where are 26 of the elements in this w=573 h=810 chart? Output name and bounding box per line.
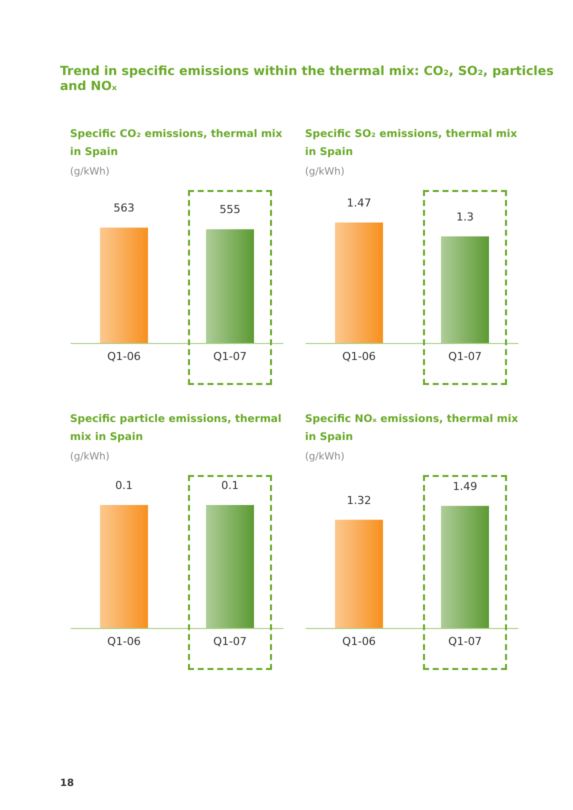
chart-title: Specific CO₂ emissions, thermal mix in Spain [70,128,286,158]
chart-subtitle: (g/kWh) [70,452,110,462]
data-label: 0.1 [115,479,133,492]
data-label: 1.32 [346,494,372,507]
data-label: 1.3 [456,210,474,224]
x-tick-label: Q1-06 [342,635,376,648]
text: Trend in specific emissions within the thermal mix: CO₂, SO₂, particles and NOₓ [60,63,555,93]
x-tick-label: Q1-06 [107,635,141,648]
text: 18 [60,778,74,789]
data-label: 1.49 [452,480,478,493]
chart-title: Specific NOₓ emissions, thermal mix in Spain [305,413,522,443]
x-tick-label: Q1-07 [448,350,482,363]
x-tick-label: Q1-07 [213,635,247,648]
x-tick-label: Q1-07 [448,635,482,648]
chart-title: Specific SO₂ emissions, thermal mix in Spain [305,128,521,158]
data-label: 1.47 [346,196,372,210]
data-label: 563 [114,202,134,215]
chart-subtitle: (g/kWh) [305,166,345,178]
x-tick-label: Q1-06 [342,350,376,363]
chart-subtitle: (g/kWh) [305,452,345,462]
data-label: 555 [220,203,240,216]
x-tick-label: Q1-07 [213,350,247,363]
chart-title: Specific particle emissions, thermal mix in Spain [70,413,286,443]
data-label: 0.1 [221,479,239,492]
x-tick-label: Q1-06 [107,350,141,363]
chart-subtitle: (g/kWh) [70,166,110,178]
